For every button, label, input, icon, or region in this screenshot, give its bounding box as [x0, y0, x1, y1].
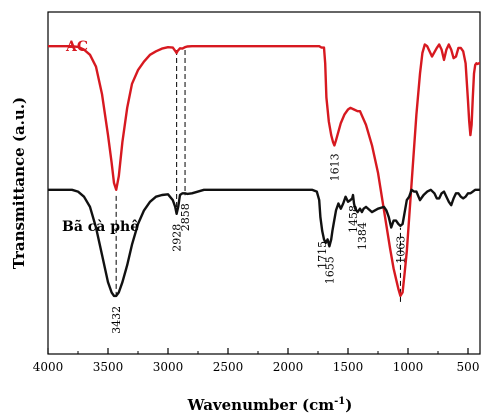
x-tick-label-2000: 2000 [273, 360, 304, 374]
series-label-coffee-grounds: Bã cà phê [62, 218, 139, 235]
series-line-0 [48, 43, 480, 298]
peak-label-1613: 1613 [328, 153, 341, 181]
x-tick-label-1500: 1500 [333, 360, 364, 374]
x-tick-label-1000: 1000 [393, 360, 424, 374]
y-axis-label: Transmittance (a.u.) [10, 97, 28, 269]
peak-label-3432: 3432 [110, 306, 123, 334]
peak-guide-lines [115, 50, 401, 302]
x-axis-label-sup: -1 [334, 396, 345, 407]
x-tick-label-500: 500 [457, 360, 480, 374]
peak-label-1063: 1063 [394, 236, 407, 264]
x-axis-label: Wavenumber (cm-1) [187, 396, 353, 414]
series-layer [48, 43, 480, 298]
x-tick-label-3500: 3500 [93, 360, 124, 374]
x-axis-label-main: Wavenumber (cm [187, 396, 335, 414]
peak-label-1458: 1458 [347, 205, 360, 233]
peak-label-1384: 1384 [356, 222, 369, 250]
plot-frame [47, 11, 481, 355]
peak-label-1715: 1715 [316, 241, 329, 269]
peak-label-2928: 2928 [171, 224, 184, 252]
peak-label-2858: 2858 [179, 203, 192, 231]
x-tick-label-4000: 4000 [33, 360, 64, 374]
x-axis-ticks: 4000 3500 3000 2500 2000 1500 1000 500 [33, 348, 480, 374]
series-label-ac: AC [65, 39, 88, 55]
x-tick-label-3000: 3000 [153, 360, 184, 374]
peak-label-1655: 1655 [323, 256, 336, 284]
x-tick-label-2500: 2500 [213, 360, 244, 374]
series-line-1 [48, 188, 480, 298]
x-axis-label-close: ) [345, 396, 352, 414]
